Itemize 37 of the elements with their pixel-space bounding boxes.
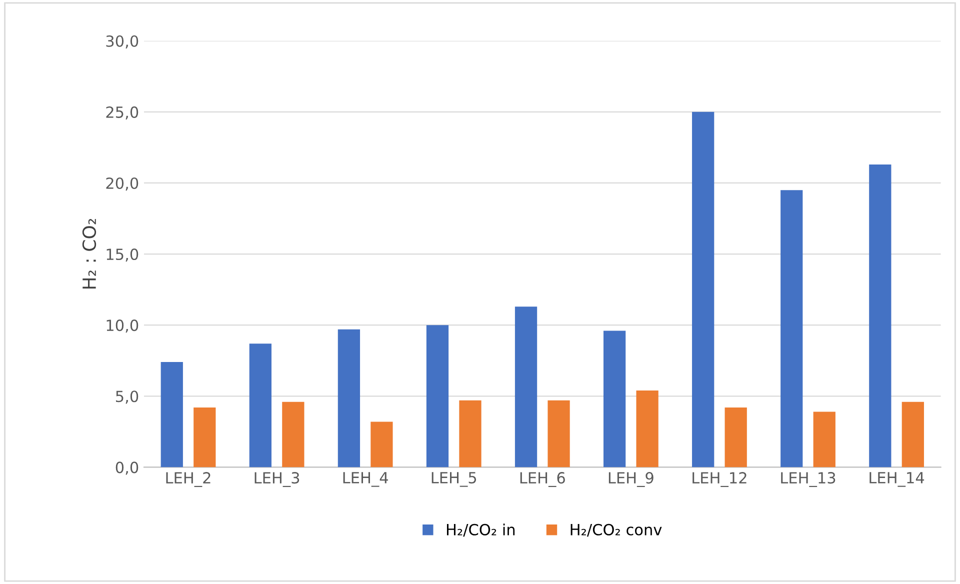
bar <box>780 190 803 468</box>
bar <box>902 402 924 468</box>
y-axis-title: H₂ : CO₂ <box>82 218 96 288</box>
bar <box>548 400 570 468</box>
y-tick-label: 5,0 <box>116 390 138 404</box>
bar <box>603 330 626 468</box>
legend-label: H₂/CO₂ conv <box>570 524 662 537</box>
bar <box>724 408 747 468</box>
x-tick-label: LEH_4 <box>343 472 388 487</box>
y-tick-label: 20,0 <box>106 177 138 191</box>
bar <box>194 408 216 468</box>
bar <box>636 390 658 468</box>
bar <box>869 164 892 468</box>
bar <box>426 325 449 468</box>
legend-label: H₂/CO₂ in <box>446 524 515 537</box>
y-tick-label: 0,0 <box>116 462 138 475</box>
bar <box>514 306 538 468</box>
x-tick-label: LEH_9 <box>608 472 654 487</box>
x-tick-label: LEH_12 <box>692 472 746 487</box>
bar <box>459 400 482 468</box>
x-tick-label: LEH_14 <box>870 472 924 487</box>
y-tick-label: 10,0 <box>106 320 138 333</box>
x-tick-label: LEH_3 <box>254 472 300 487</box>
bar <box>370 422 393 468</box>
y-tick-label: 25,0 <box>106 106 138 120</box>
y-tick-label: 15,0 <box>106 248 138 262</box>
bar <box>692 112 714 468</box>
x-tick-label: LEH_5 <box>432 472 476 487</box>
x-tick-label: LEH_6 <box>520 472 565 487</box>
bar <box>813 412 836 468</box>
bar <box>160 362 183 468</box>
x-tick-label: LEH_2 <box>166 472 210 487</box>
bar <box>338 329 360 468</box>
bar <box>249 344 272 468</box>
bar <box>282 402 304 468</box>
x-tick-label: LEH_13 <box>781 472 836 487</box>
y-tick-label: 30,0 <box>106 35 138 48</box>
